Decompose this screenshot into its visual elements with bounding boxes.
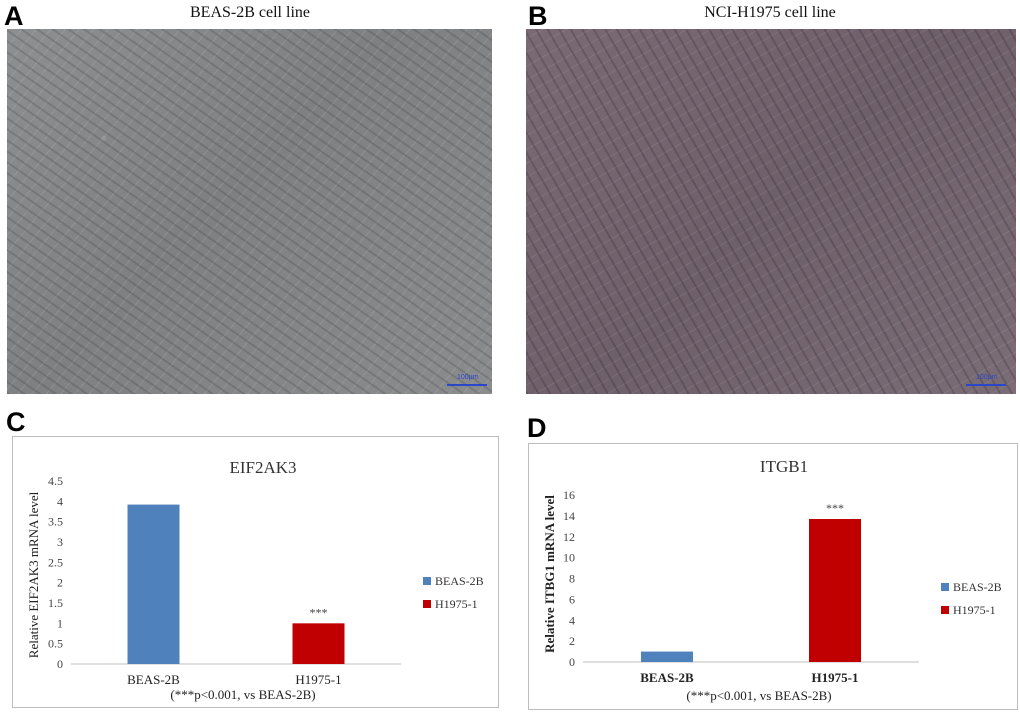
chart-itgb1: ITGB1 0 2 4 6 8 10 12 14 16 BEAS-2B H1975-1 *** R… xyxy=(542,457,1002,703)
scale-label-a: 100μm xyxy=(457,374,479,381)
panel-letter-d: D xyxy=(527,413,547,443)
legend-swatch xyxy=(941,583,949,591)
y-tick-label: 1 xyxy=(57,616,63,630)
y-tick-label: 14 xyxy=(563,509,575,523)
x-tick-label: BEAS-2B xyxy=(127,672,180,687)
y-tick-label: 3 xyxy=(57,535,63,549)
y-tick-label: 6 xyxy=(569,592,575,606)
y-tick-label: 2.5 xyxy=(48,555,63,569)
legend-label: H1975-1 xyxy=(435,597,478,611)
x-tick-label: H1975-1 xyxy=(812,670,859,685)
panel-letter-a: A xyxy=(4,1,24,31)
bar-beas-2b xyxy=(641,651,693,662)
legend-label: BEAS-2B xyxy=(435,574,484,588)
scale-bar-b xyxy=(966,384,1006,386)
y-tick-label: 2 xyxy=(57,576,63,590)
bar-beas-2b xyxy=(127,504,180,664)
legend-swatch xyxy=(941,606,949,614)
scale-label-b: 100μm xyxy=(976,374,998,381)
y-tick-label: 16 xyxy=(563,488,575,502)
y-axis-label: Relative ITBG1 mRNA level xyxy=(542,495,557,653)
significance-label: *** xyxy=(826,501,844,515)
y-tick-label: 4 xyxy=(569,613,575,627)
chart-d-frame: ITGB1 0 2 4 6 8 10 12 14 16 BEAS-2B H1975-1 *** R… xyxy=(528,443,1018,710)
legend-label: H1975-1 xyxy=(953,603,996,617)
panel-letter-c: C xyxy=(6,407,26,437)
y-tick-label: 10 xyxy=(563,551,575,565)
chart-eif2ak3: EIF2AK3 0 0.5 1 1.5 2 2.5 3 3.5 4 4.5 BEAS-2B H197… xyxy=(26,458,484,702)
y-tick-label: 3.5 xyxy=(48,515,63,529)
y-tick-label: 0 xyxy=(569,655,575,669)
legend-swatch xyxy=(423,577,431,585)
chart-c-frame: EIF2AK3 0 0.5 1 1.5 2 2.5 3 3.5 4 4.5 BEAS-2B H197… xyxy=(12,436,499,708)
y-tick-label: 8 xyxy=(569,572,575,586)
legend-label: BEAS-2B xyxy=(953,580,1002,594)
y-tick-label: 4.5 xyxy=(48,474,63,488)
x-axis-note: (***p<0.001, vs BEAS-2B) xyxy=(686,688,831,703)
legend-swatch xyxy=(423,600,431,608)
y-tick-label: 4 xyxy=(57,494,63,508)
micrograph-nci-h1975: 100μm xyxy=(526,29,1016,394)
bar-h1975-1 xyxy=(292,623,345,664)
y-tick-label: 1.5 xyxy=(48,596,63,610)
x-axis-note: (***p<0.001, vs BEAS-2B) xyxy=(170,687,315,702)
chart-title: EIF2AK3 xyxy=(229,458,296,477)
micrograph-beas-2b: 100μm xyxy=(7,29,492,394)
panel-letter-b: B xyxy=(528,1,548,31)
x-tick-label: BEAS-2B xyxy=(640,670,694,685)
bar-h1975-1 xyxy=(809,519,861,662)
y-tick-label: 0.5 xyxy=(48,637,63,651)
scale-bar-a xyxy=(447,384,487,386)
y-tick-label: 2 xyxy=(569,634,575,648)
panel-a-title: BEAS-2B cell line xyxy=(190,4,310,21)
y-tick-label: 12 xyxy=(563,530,575,544)
panel-b-title: NCI-H1975 cell line xyxy=(704,4,836,21)
significance-label: *** xyxy=(310,605,328,619)
x-tick-label: H1975-1 xyxy=(295,672,341,687)
y-tick-label: 0 xyxy=(57,657,63,671)
y-axis-label: Relative EIF2AK3 mRNA level xyxy=(26,491,41,658)
chart-title: ITGB1 xyxy=(760,457,808,476)
